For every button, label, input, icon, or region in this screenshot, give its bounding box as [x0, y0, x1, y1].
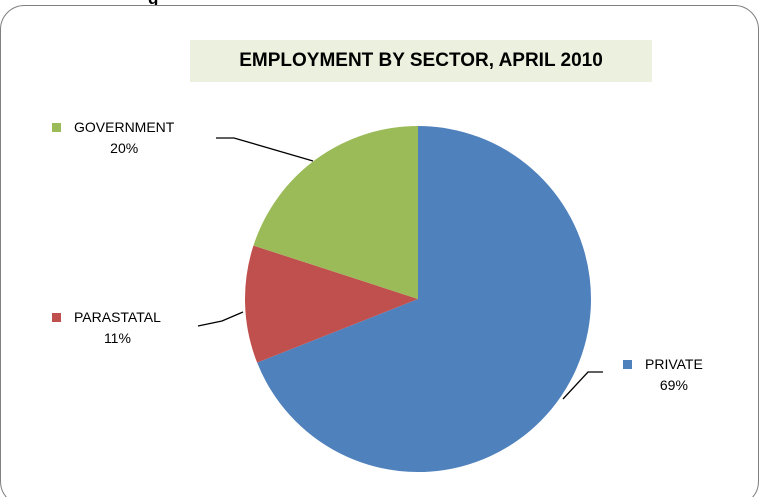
- leader-line-government: [216, 137, 314, 162]
- data-label-private: PRIVATE 69%: [623, 354, 703, 396]
- legend-swatch-parastatal: [52, 313, 61, 322]
- data-label-parastatal: PARASTATAL 11%: [52, 307, 161, 349]
- leader-line-parastatal: [197, 311, 244, 327]
- data-label-government: GOVERNMENT 20%: [52, 117, 174, 159]
- slice-value-parastatal: 11%: [103, 330, 131, 346]
- pie-slices: [245, 126, 591, 473]
- slice-value-government: 20%: [110, 140, 139, 156]
- leader-lines: [197, 137, 603, 400]
- legend-swatch-government: [52, 123, 61, 132]
- slice-label-government: GOVERNMENT: [74, 119, 175, 135]
- pie-slice-parastatal: [245, 245, 418, 363]
- slice-value-private: 69%: [659, 377, 688, 393]
- chart-title-background: [190, 40, 652, 82]
- clipped-heading-fragment: g: [148, 0, 158, 9]
- chart-title: EMPLOYMENT BY SECTOR, APRIL 2010: [239, 50, 603, 71]
- slice-label-parastatal: PARASTATAL: [74, 309, 161, 325]
- pie-slice-private: [257, 126, 591, 473]
- slice-label-private: PRIVATE: [645, 356, 703, 372]
- legend-swatch-private: [623, 360, 632, 369]
- leader-line-private: [562, 371, 603, 400]
- pie-slice-government: [253, 126, 418, 299]
